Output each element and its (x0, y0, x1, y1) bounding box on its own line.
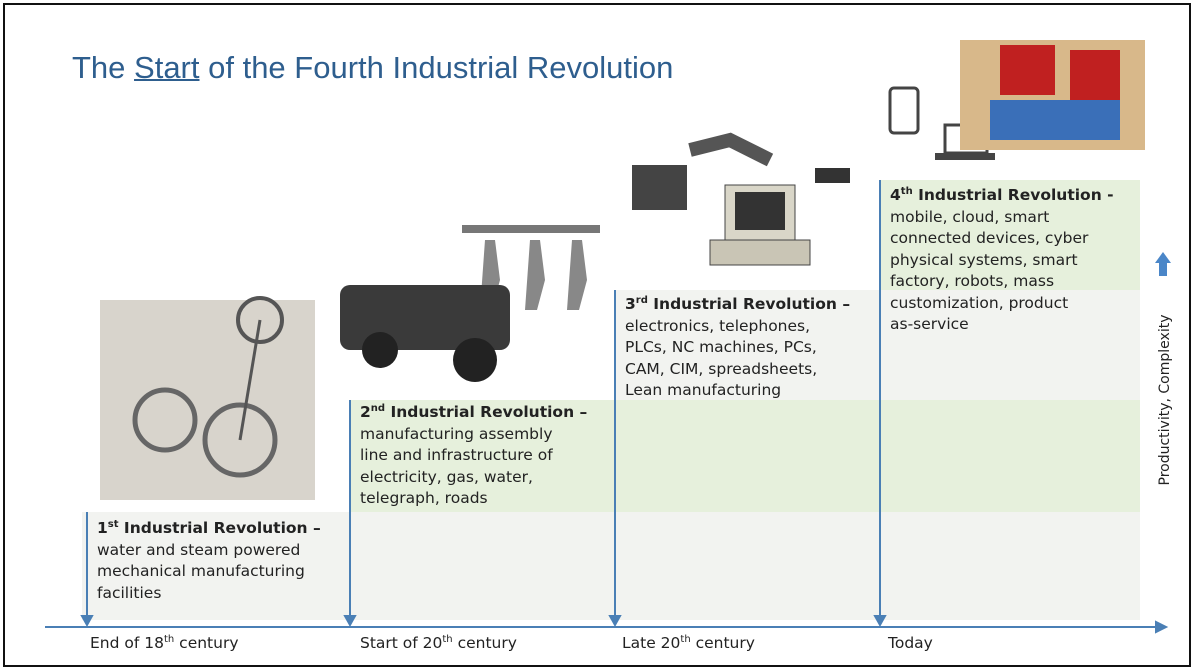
stage-description: PLCs, NC machines, PCs, (625, 337, 850, 359)
time-text: Today (888, 634, 933, 652)
stage-description: factory, robots, mass (890, 271, 1114, 293)
time-label: Today (888, 634, 933, 652)
stage-description: as-service (890, 314, 1114, 336)
stage-description: facilities (97, 583, 321, 605)
stage-description: line and infrastructure of (360, 445, 587, 467)
time-text: Start of 20 (360, 634, 442, 652)
stage-description: mechanical manufacturing (97, 561, 321, 583)
stage-number: 2 (360, 403, 371, 421)
robot-illustration (890, 40, 1145, 160)
stage-number: 4 (890, 186, 901, 204)
stage-heading: 2nd Industrial Revolution – (360, 402, 587, 424)
stage-heading: 1st Industrial Revolution – (97, 518, 321, 540)
axis-label: Productivity, Complexity (1157, 315, 1173, 486)
stage-number: 3 (625, 295, 636, 313)
stage-description: connected devices, cyber (890, 228, 1114, 250)
stage-heading-text: Industrial Revolution - (913, 186, 1114, 204)
stage: 2nd Industrial Revolution –manufacturing… (360, 402, 587, 510)
stage-description: customization, product (890, 293, 1114, 315)
title-emphasis: Start (134, 50, 199, 85)
ordinal-suffix: th (442, 634, 452, 645)
time-text: End of 18 (90, 634, 164, 652)
stage-description: telegraph, roads (360, 488, 587, 510)
time-label: Start of 20th century (360, 634, 517, 652)
steam-machinery-illustration (100, 298, 315, 500)
ordinal-suffix: nd (371, 403, 385, 414)
assembly-line-illustration (340, 225, 600, 382)
up-arrow (1155, 252, 1171, 276)
stage-description: Lean manufacturing (625, 380, 850, 402)
stage-description: electricity, gas, water, (360, 467, 587, 489)
time-label: End of 18th century (90, 634, 239, 652)
stage-description: water and steam powered (97, 540, 321, 562)
computer-illustration (632, 140, 850, 265)
title-text: of the Fourth Industrial Revolution (200, 50, 674, 85)
time-text: century (174, 634, 238, 652)
ordinal-suffix: th (901, 186, 913, 197)
time-text: century (691, 634, 755, 652)
stage: 3rd Industrial Revolution –electronics, … (625, 294, 850, 402)
stage: 4th Industrial Revolution -mobile, cloud… (890, 185, 1114, 336)
stage-heading-text: Industrial Revolution – (648, 295, 850, 313)
time-label: Late 20th century (622, 634, 755, 652)
ordinal-suffix: th (680, 634, 690, 645)
ordinal-suffix: th (164, 634, 174, 645)
stage-heading: 4th Industrial Revolution - (890, 185, 1114, 207)
title: The Start of the Fourth Industrial Revol… (72, 50, 673, 86)
stage-heading-text: Industrial Revolution – (119, 519, 321, 537)
stage: 1st Industrial Revolution –water and ste… (97, 518, 321, 604)
stage-description: electronics, telephones, (625, 316, 850, 338)
stage-description: manufacturing assembly (360, 424, 587, 446)
ordinal-suffix: rd (636, 295, 648, 306)
stage-heading: 3rd Industrial Revolution – (625, 294, 850, 316)
stage-description: physical systems, smart (890, 250, 1114, 272)
stage-heading-text: Industrial Revolution – (385, 403, 587, 421)
slide: The Start of the Fourth Industrial Revol… (0, 0, 1194, 669)
time-text: century (453, 634, 517, 652)
title-text: The (72, 50, 134, 85)
time-text: Late 20 (622, 634, 680, 652)
stage-description: CAM, CIM, spreadsheets, (625, 359, 850, 381)
stage-number: 1 (97, 519, 108, 537)
stage-description: mobile, cloud, smart (890, 207, 1114, 229)
ordinal-suffix: st (108, 519, 119, 530)
